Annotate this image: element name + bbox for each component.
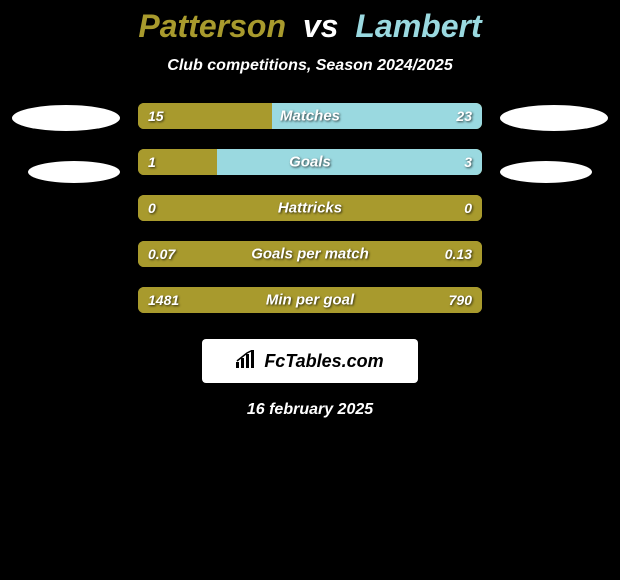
bar-value-left: 0 bbox=[148, 200, 156, 216]
chart-icon bbox=[236, 350, 258, 373]
comparison-bars: 15 23 Matches 1 3 Goals 0 0 Hattricks 0.07 0.13 Goa… bbox=[138, 103, 482, 313]
left-badge-column bbox=[12, 103, 120, 183]
logo-text: FcTables.com bbox=[264, 351, 383, 372]
bar-label: Min per goal bbox=[266, 292, 354, 309]
stat-bar: 15 23 Matches bbox=[138, 103, 482, 129]
bar-fill-right bbox=[217, 149, 482, 175]
title-vs: vs bbox=[303, 8, 339, 44]
page-container: Patterson vs Lambert Club competitions, … bbox=[0, 0, 620, 419]
stats-area: 15 23 Matches 1 3 Goals 0 0 Hattricks 0.07 0.13 Goa… bbox=[0, 103, 620, 313]
bar-value-left: 15 bbox=[148, 108, 164, 124]
bar-value-right: 0 bbox=[464, 200, 472, 216]
date-text: 16 february 2025 bbox=[0, 401, 620, 419]
page-title: Patterson vs Lambert bbox=[0, 8, 620, 45]
right-team-badge-1 bbox=[500, 105, 608, 131]
right-badge-column bbox=[500, 103, 608, 183]
bar-label: Matches bbox=[280, 108, 340, 125]
stat-bar: 0.07 0.13 Goals per match bbox=[138, 241, 482, 267]
bar-value-right: 23 bbox=[456, 108, 472, 124]
bar-value-left: 0.07 bbox=[148, 246, 175, 262]
stat-bar: 1 3 Goals bbox=[138, 149, 482, 175]
right-team-badge-2 bbox=[500, 161, 592, 183]
subtitle: Club competitions, Season 2024/2025 bbox=[0, 57, 620, 75]
left-team-badge-1 bbox=[12, 105, 120, 131]
bar-value-left: 1 bbox=[148, 154, 156, 170]
bar-value-right: 3 bbox=[464, 154, 472, 170]
stat-bar: 0 0 Hattricks bbox=[138, 195, 482, 221]
bar-value-left: 1481 bbox=[148, 292, 179, 308]
title-player-left: Patterson bbox=[138, 8, 286, 44]
bar-value-right: 790 bbox=[449, 292, 472, 308]
title-player-right: Lambert bbox=[355, 8, 481, 44]
bar-label: Goals per match bbox=[251, 246, 369, 263]
bar-label: Goals bbox=[289, 154, 331, 171]
logo-box: FcTables.com bbox=[202, 339, 418, 383]
stat-bar: 1481 790 Min per goal bbox=[138, 287, 482, 313]
bar-value-right: 0.13 bbox=[445, 246, 472, 262]
left-team-badge-2 bbox=[28, 161, 120, 183]
bar-label: Hattricks bbox=[278, 200, 342, 217]
